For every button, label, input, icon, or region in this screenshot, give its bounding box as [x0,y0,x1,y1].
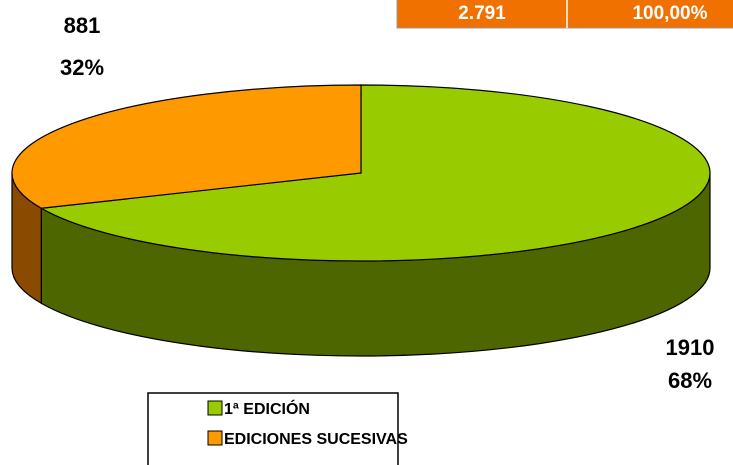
legend-swatch [207,400,223,416]
data-label: 1910 [666,335,715,360]
table-row [396,0,733,29]
legend [147,392,399,465]
table-cell: 2.791 [458,3,506,24]
legend-label: 1ª EDICIÓN [224,399,310,418]
data-label: 32% [60,55,104,80]
table-cell: 100,00% [632,3,707,24]
data-label: 881 [64,13,101,38]
pie-slice [39,84,711,262]
pie-slice [11,84,362,209]
legend-swatch [207,430,223,446]
legend-label: EDICIONES SUCESIVAS [224,431,408,448]
data-label: 68% [668,368,712,393]
